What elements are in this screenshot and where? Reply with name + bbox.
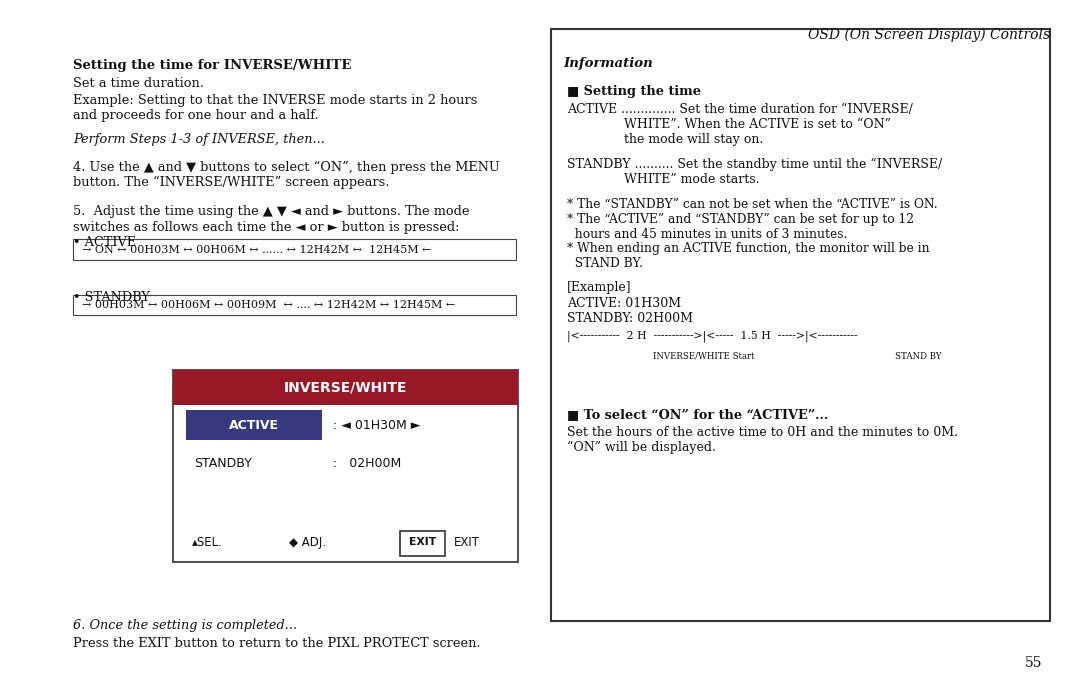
Bar <box>173 370 518 405</box>
Text: :   02H00M: : 02H00M <box>333 457 401 470</box>
Text: STANDBY .......... Set the standby time until the “INVERSE/: STANDBY .......... Set the standby time … <box>567 158 942 171</box>
Text: STAND BY.: STAND BY. <box>567 257 643 270</box>
Text: 5.  Adjust the time using the ▲ ▼ ◄ and ► buttons. The mode: 5. Adjust the time using the ▲ ▼ ◄ and ►… <box>73 205 470 218</box>
Text: STANDBY: STANDBY <box>194 457 253 470</box>
Text: “ON” will be displayed.: “ON” will be displayed. <box>567 441 716 454</box>
Text: Setting the time for INVERSE/WHITE: Setting the time for INVERSE/WHITE <box>73 59 352 72</box>
Text: 4. Use the ▲ and ▼ buttons to select “ON”, then press the MENU: 4. Use the ▲ and ▼ buttons to select “ON… <box>73 161 500 174</box>
Text: [Example]: [Example] <box>567 281 632 295</box>
Bar <box>186 410 322 440</box>
Text: Set a time duration.: Set a time duration. <box>73 77 204 90</box>
Text: EXIT: EXIT <box>454 536 480 549</box>
Bar <box>73 239 516 260</box>
Text: Example: Setting to that the INVERSE mode starts in 2 hours: Example: Setting to that the INVERSE mod… <box>73 94 477 107</box>
Text: INVERSE/WHITE Start: INVERSE/WHITE Start <box>653 352 755 361</box>
Text: ACTIVE: 01H30M: ACTIVE: 01H30M <box>567 297 681 310</box>
Text: • ACTIVE: • ACTIVE <box>73 236 136 249</box>
Text: |<-----------  2 H  ----------->|<-----  1.5 H  ----->|<-----------: |<----------- 2 H ----------->|<----- 1.… <box>567 331 858 342</box>
Text: ▴SEL.: ▴SEL. <box>192 536 224 549</box>
Text: hours and 45 minutes in units of 3 minutes.: hours and 45 minutes in units of 3 minut… <box>567 228 848 241</box>
Text: STAND BY: STAND BY <box>894 352 942 361</box>
Text: 6. Once the setting is completed...: 6. Once the setting is completed... <box>73 619 298 632</box>
Text: WHITE”. When the ACTIVE is set to “ON”: WHITE”. When the ACTIVE is set to “ON” <box>624 118 891 131</box>
Text: Press the EXIT button to return to the PIXL PROTECT screen.: Press the EXIT button to return to the P… <box>73 637 481 650</box>
Bar <box>400 531 445 556</box>
Bar <box>173 370 518 562</box>
Text: ACTIVE .............. Set the time duration for “INVERSE/: ACTIVE .............. Set the time durat… <box>567 103 913 116</box>
Text: → ON ↔ 00H03M ↔ 00H06M ↔ ...... ↔ 12H42M ↔  12H45M ←: → ON ↔ 00H03M ↔ 00H06M ↔ ...... ↔ 12H42M… <box>82 245 432 255</box>
Bar <box>551 29 1050 621</box>
Text: 55: 55 <box>1025 656 1042 670</box>
Text: OSD (On Screen Display) Controls: OSD (On Screen Display) Controls <box>808 28 1050 43</box>
Text: Perform Steps 1-3 of INVERSE, then...: Perform Steps 1-3 of INVERSE, then... <box>73 133 325 146</box>
Text: Set the hours of the active time to 0H and the minutes to 0M.: Set the hours of the active time to 0H a… <box>567 426 958 439</box>
Text: : ◄ 01H30M ►: : ◄ 01H30M ► <box>333 419 420 431</box>
Text: ◆ ADJ.: ◆ ADJ. <box>289 536 326 549</box>
Text: button. The “INVERSE/WHITE” screen appears.: button. The “INVERSE/WHITE” screen appea… <box>73 176 390 189</box>
Text: Information: Information <box>564 57 653 70</box>
Text: the mode will stay on.: the mode will stay on. <box>624 133 764 147</box>
Text: * The “ACTIVE” and “STANDBY” can be set for up to 12: * The “ACTIVE” and “STANDBY” can be set … <box>567 213 914 226</box>
Text: WHITE” mode starts.: WHITE” mode starts. <box>624 173 759 186</box>
Text: STANDBY: 02H00M: STANDBY: 02H00M <box>567 312 693 325</box>
Text: ■ Setting the time: ■ Setting the time <box>567 85 701 98</box>
Bar <box>73 295 516 315</box>
Text: EXIT: EXIT <box>408 537 436 547</box>
Text: ACTIVE: ACTIVE <box>229 419 279 431</box>
Text: • STANDBY: • STANDBY <box>73 291 150 304</box>
Text: ■ To select “ON” for the “ACTIVE”...: ■ To select “ON” for the “ACTIVE”... <box>567 408 828 422</box>
Text: INVERSE/WHITE: INVERSE/WHITE <box>284 380 407 394</box>
Text: switches as follows each time the ◄ or ► button is pressed:: switches as follows each time the ◄ or ►… <box>73 221 460 234</box>
Text: and proceeds for one hour and a half.: and proceeds for one hour and a half. <box>73 109 319 122</box>
Text: → 00H03M ↔ 00H06M ↔ 00H09M  ↔ .... ↔ 12H42M ↔ 12H45M ←: → 00H03M ↔ 00H06M ↔ 00H09M ↔ .... ↔ 12H4… <box>82 300 456 310</box>
Text: * The “STANDBY” can not be set when the “ACTIVE” is ON.: * The “STANDBY” can not be set when the … <box>567 198 937 211</box>
Text: * When ending an ACTIVE function, the monitor will be in: * When ending an ACTIVE function, the mo… <box>567 242 930 255</box>
